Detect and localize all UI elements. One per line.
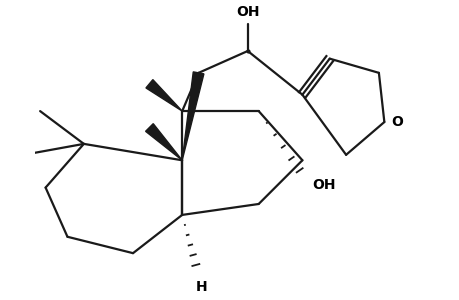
Text: H: H [196,280,207,294]
Polygon shape [182,72,203,160]
Text: OH: OH [312,178,336,192]
Text: O: O [391,115,403,129]
Polygon shape [145,124,182,160]
Text: OH: OH [235,5,259,19]
Polygon shape [146,80,182,111]
